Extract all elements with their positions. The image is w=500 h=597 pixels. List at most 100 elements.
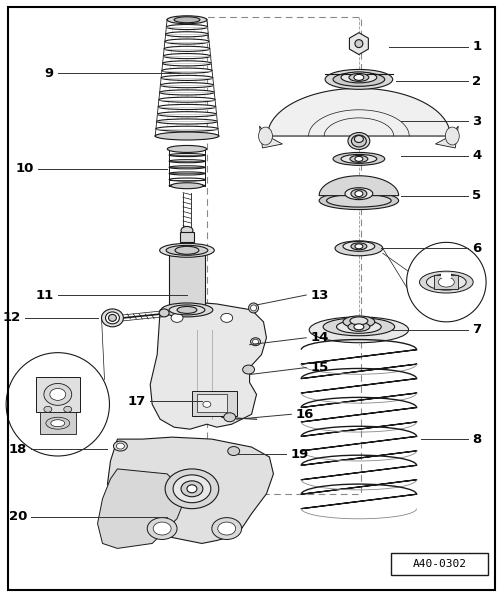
Ellipse shape [355, 39, 363, 48]
Text: 2: 2 [472, 75, 482, 88]
Text: 13: 13 [310, 288, 328, 301]
Ellipse shape [446, 127, 460, 145]
Text: 10: 10 [16, 162, 34, 176]
Text: 4: 4 [472, 149, 482, 162]
Polygon shape [98, 469, 187, 549]
Bar [434, 275, 458, 289]
Polygon shape [260, 126, 282, 148]
Text: 20: 20 [8, 510, 27, 523]
Ellipse shape [159, 309, 169, 317]
Ellipse shape [158, 104, 216, 109]
Ellipse shape [159, 97, 215, 102]
Ellipse shape [242, 365, 254, 374]
Ellipse shape [108, 315, 116, 321]
Ellipse shape [345, 187, 373, 199]
Ellipse shape [102, 309, 124, 327]
Ellipse shape [351, 189, 367, 198]
Ellipse shape [169, 159, 205, 163]
Polygon shape [150, 302, 266, 429]
Ellipse shape [349, 73, 369, 81]
Ellipse shape [155, 132, 219, 140]
Ellipse shape [228, 447, 239, 456]
Ellipse shape [326, 194, 391, 207]
Ellipse shape [258, 127, 272, 145]
Ellipse shape [224, 413, 235, 421]
Bar [207, 17, 361, 494]
Ellipse shape [169, 172, 205, 175]
Ellipse shape [160, 244, 214, 257]
Ellipse shape [51, 420, 65, 427]
Ellipse shape [354, 324, 364, 330]
Bar [169, 256, 205, 305]
Ellipse shape [438, 277, 454, 287]
Ellipse shape [336, 321, 382, 333]
Ellipse shape [341, 72, 377, 83]
Ellipse shape [171, 313, 183, 322]
Bar [197, 395, 226, 413]
Ellipse shape [182, 233, 192, 240]
Ellipse shape [162, 68, 212, 73]
Ellipse shape [166, 32, 208, 37]
Bar [180, 232, 194, 242]
Ellipse shape [156, 126, 218, 131]
Ellipse shape [44, 383, 72, 405]
Text: 18: 18 [8, 442, 27, 456]
Ellipse shape [169, 305, 205, 315]
Ellipse shape [341, 155, 377, 164]
Ellipse shape [161, 75, 213, 81]
Ellipse shape [169, 153, 205, 156]
Text: 14: 14 [310, 331, 328, 344]
Ellipse shape [355, 244, 363, 249]
Ellipse shape [177, 306, 197, 313]
Ellipse shape [158, 112, 216, 117]
Polygon shape [319, 176, 398, 196]
Ellipse shape [351, 243, 367, 250]
Ellipse shape [160, 82, 214, 88]
Ellipse shape [426, 274, 466, 290]
Ellipse shape [348, 133, 370, 149]
Ellipse shape [156, 119, 218, 124]
Bar [40, 413, 76, 434]
Ellipse shape [181, 481, 203, 497]
Ellipse shape [175, 247, 199, 254]
Ellipse shape [323, 318, 394, 336]
Ellipse shape [212, 518, 242, 540]
Ellipse shape [348, 322, 370, 331]
Ellipse shape [252, 339, 258, 344]
Bar [192, 392, 236, 416]
Ellipse shape [165, 39, 209, 44]
Ellipse shape [420, 271, 473, 293]
Ellipse shape [160, 90, 214, 95]
Ellipse shape [167, 17, 207, 22]
Ellipse shape [166, 245, 208, 256]
Text: 1: 1 [472, 40, 482, 53]
Ellipse shape [50, 389, 66, 401]
Ellipse shape [218, 522, 236, 535]
Ellipse shape [164, 54, 210, 59]
Ellipse shape [250, 338, 260, 346]
Text: 12: 12 [3, 312, 21, 324]
Text: 16: 16 [296, 408, 314, 421]
Ellipse shape [221, 313, 232, 322]
Text: 11: 11 [36, 288, 54, 301]
Text: 15: 15 [310, 361, 328, 374]
Polygon shape [268, 88, 450, 136]
Ellipse shape [203, 401, 211, 407]
Ellipse shape [44, 407, 52, 413]
Ellipse shape [343, 241, 375, 251]
Ellipse shape [354, 75, 364, 81]
Bar [36, 377, 80, 413]
Ellipse shape [309, 317, 408, 343]
Ellipse shape [333, 72, 384, 87]
Ellipse shape [167, 16, 207, 24]
Ellipse shape [106, 312, 120, 324]
Text: 3: 3 [472, 115, 482, 128]
Ellipse shape [333, 152, 384, 165]
Ellipse shape [168, 146, 206, 152]
Ellipse shape [350, 155, 368, 162]
Ellipse shape [64, 407, 72, 413]
Text: 19: 19 [290, 448, 308, 460]
Ellipse shape [153, 522, 171, 535]
Text: A40-0302: A40-0302 [412, 559, 467, 570]
Ellipse shape [325, 69, 392, 90]
